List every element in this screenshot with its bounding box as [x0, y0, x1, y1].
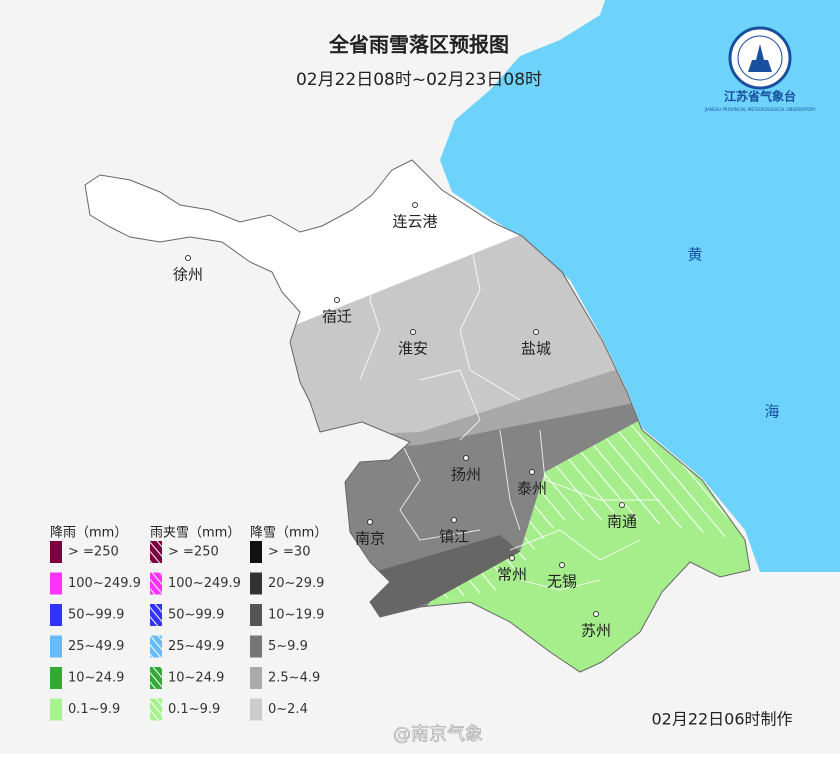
legend-swatch: [50, 541, 62, 563]
city-dot: [533, 329, 539, 335]
subtitle: 02月22日08时~02月23日08时: [296, 70, 542, 90]
city-label: 镇江: [439, 528, 469, 546]
legend-label: 50~99.9: [168, 608, 224, 623]
legend-hatch: [150, 635, 162, 658]
city-dot: [619, 502, 625, 508]
legend-title: 降雨（mm）: [50, 526, 127, 541]
boundaries: [279, 229, 660, 591]
title: 全省雨雪落区预报图: [328, 33, 509, 57]
legend-label: 0.1~9.9: [168, 702, 220, 717]
legend-title: 雨夹雪（mm）: [150, 526, 240, 541]
city-dot: [334, 297, 340, 303]
legend-label: 100~249.9: [68, 576, 141, 591]
city-dot: [367, 519, 373, 525]
legend-swatch: [250, 541, 262, 563]
sea: [440, 0, 840, 572]
city-dot: [559, 562, 565, 568]
city-dot: [451, 517, 457, 523]
legend-hatch: [150, 572, 162, 595]
legend-swatch: [250, 698, 262, 721]
legend-label: 10~24.9: [168, 671, 224, 686]
legend-label: 50~99.9: [68, 608, 124, 623]
legend-swatch: [50, 604, 62, 626]
city-label: 南通: [607, 513, 637, 531]
city-dot: [509, 555, 515, 561]
legend-label: 25~49.9: [168, 639, 224, 654]
logo-name-en: JIANGSU PROVINCIAL METEOROLOGICAL OBSERV…: [704, 107, 816, 112]
city-label: 常州: [497, 566, 527, 584]
legend-hatch: [150, 667, 162, 689]
legend-label: 0.1~9.9: [68, 702, 120, 717]
legend-swatch: [50, 635, 62, 658]
sea-label: 海: [764, 403, 779, 421]
city-label: 苏州: [581, 622, 611, 640]
legend-swatch: [50, 698, 62, 721]
city-label: 宿迁: [322, 308, 352, 326]
legend-hatch: [150, 541, 162, 563]
legend-swatch: [50, 667, 62, 689]
city-label: 盐城: [521, 340, 551, 358]
legend-swatch: [50, 572, 62, 595]
legend-swatch: [250, 667, 262, 689]
city-label: 淮安: [398, 340, 428, 358]
city-dot: [463, 455, 469, 461]
city-dot: [410, 329, 416, 335]
legend-label: 10~19.9: [268, 608, 324, 623]
legend-label: 20~29.9: [268, 576, 324, 591]
city-dot: [412, 202, 418, 208]
city-dot: [529, 469, 535, 475]
legend-label: 10~24.9: [68, 671, 124, 686]
legend-label: 0~2.4: [268, 702, 308, 717]
legend-label: 25~49.9: [68, 639, 124, 654]
logo: 江苏省气象台 JIANGSU PROVINCIAL METEOROLOGICAL…: [704, 26, 816, 112]
city-label: 连云港: [392, 213, 437, 231]
sea-label: 黄: [687, 246, 702, 264]
city-dot: [593, 611, 599, 617]
made-time: 02月22日06时制作: [651, 710, 792, 729]
watermark: @南京气象: [393, 724, 483, 745]
legend-label: 2.5~4.9: [268, 671, 320, 686]
logo-name: 江苏省气象台: [724, 89, 796, 104]
legend-swatch: [250, 604, 262, 626]
city-label: 南京: [355, 530, 385, 548]
legend-swatch: [250, 572, 262, 595]
legend-label: > =250: [68, 545, 119, 560]
city-label: 扬州: [451, 466, 481, 484]
legend-hatch: [150, 698, 162, 721]
city-label: 徐州: [173, 266, 203, 284]
legend-label: > =30: [268, 545, 310, 560]
city-label: 泰州: [517, 480, 547, 498]
legend-hatch: [150, 604, 162, 626]
legend-title: 降雪（mm）: [250, 526, 327, 541]
legend-label: 100~249.9: [168, 576, 241, 591]
city-dot: [185, 255, 191, 261]
legend-label: 5~9.9: [268, 639, 308, 654]
legend-swatch: [250, 635, 262, 658]
city-label: 无锡: [547, 573, 577, 591]
legend-label: > =250: [168, 545, 219, 560]
